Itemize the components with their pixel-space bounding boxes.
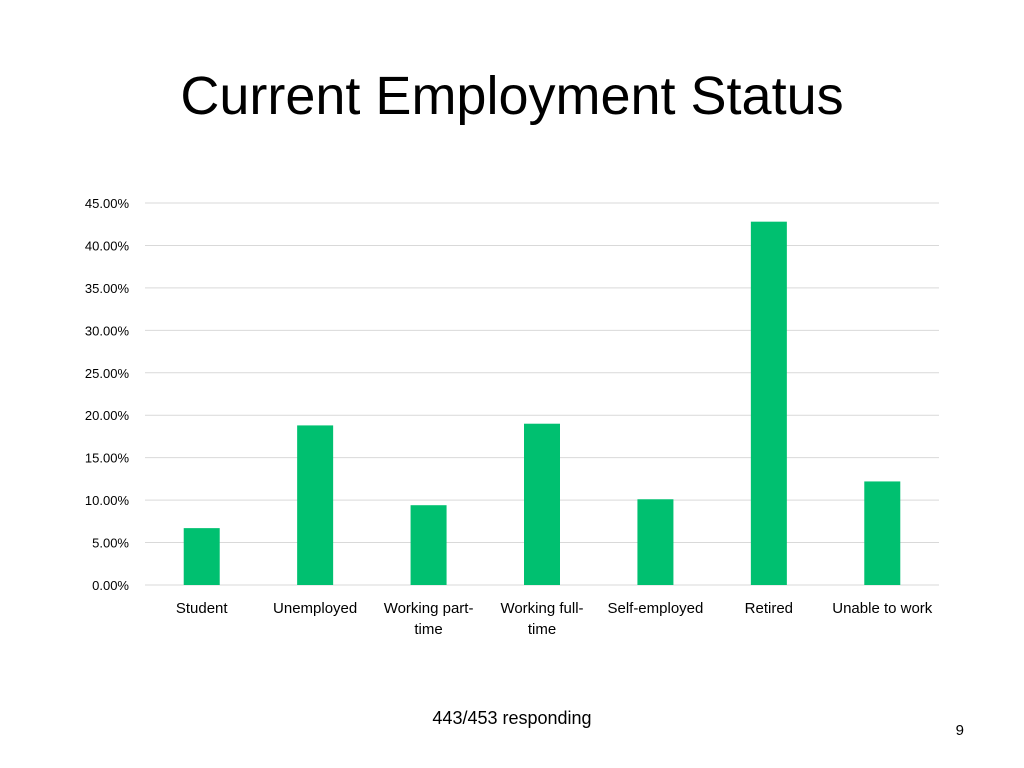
bar [864, 481, 901, 585]
y-tick-label: 45.00% [85, 196, 130, 211]
y-tick-label: 20.00% [85, 408, 130, 423]
x-category-label: Unable to work [832, 600, 933, 617]
bar [410, 505, 447, 585]
x-axis-categories: Student Unemployed Working part-time Workin… [176, 600, 933, 638]
bars [183, 221, 901, 586]
y-tick-label: 35.00% [85, 281, 130, 296]
x-category-label: Self-employed [607, 600, 703, 617]
y-axis-ticks: 0.00% 5.00% 10.00% 15.00% 20.00% 25.00% 30.00%… [85, 196, 130, 593]
y-tick-label: 40.00% [85, 238, 130, 253]
page-number: 9 [955, 722, 964, 739]
y-tick-label: 30.00% [85, 323, 130, 338]
slide-title: Current Employment Status [180, 66, 844, 126]
bar [297, 425, 334, 585]
y-tick-label: 5.00% [92, 536, 129, 551]
y-tick-label: 25.00% [85, 366, 130, 381]
bar [524, 423, 560, 585]
x-category-label: Working full-time [500, 600, 583, 638]
y-tick-label: 0.00% [92, 578, 129, 593]
bar [637, 499, 674, 585]
bar [183, 528, 220, 585]
response-count: 443/453 responding [432, 708, 592, 728]
x-category-label: Student [176, 600, 229, 617]
x-category-label: Retired [745, 600, 793, 617]
bar [750, 221, 787, 586]
y-tick-label: 15.00% [85, 451, 130, 466]
x-category-label: Working part-time [384, 600, 474, 638]
y-tick-label: 10.00% [85, 493, 130, 508]
x-category-label: Unemployed [273, 600, 357, 617]
